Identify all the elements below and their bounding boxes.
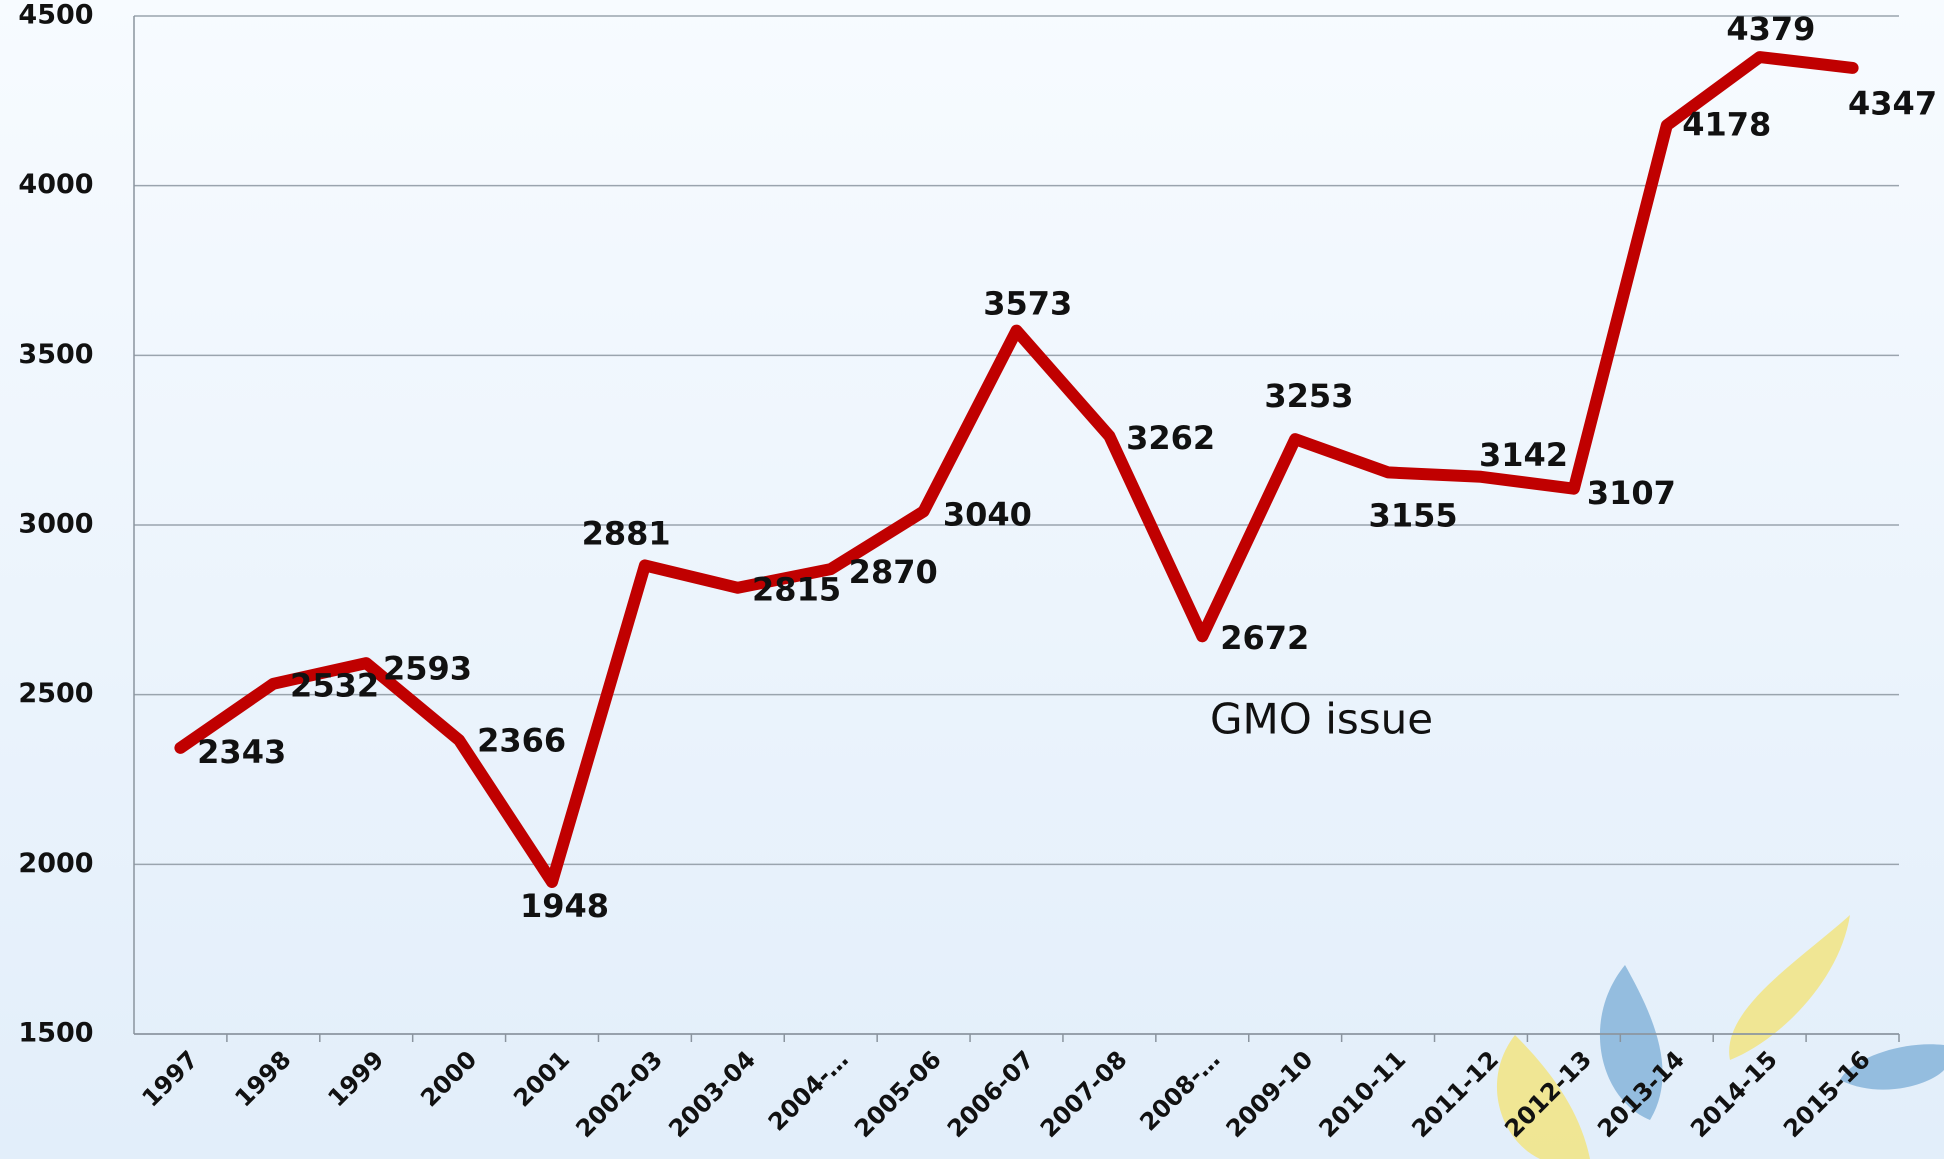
data-label: 3155 [1369, 496, 1458, 534]
data-label: 4347 [1848, 84, 1937, 122]
data-label: 3253 [1264, 377, 1353, 415]
data-label: 2366 [477, 722, 566, 760]
data-label: 4379 [1726, 10, 1815, 48]
y-tick-label: 2500 [18, 678, 93, 709]
data-label: 3262 [1126, 419, 1215, 457]
data-label: 2593 [383, 650, 472, 688]
data-label: 4178 [1682, 106, 1771, 144]
y-tick-label: 1500 [18, 1018, 93, 1049]
data-label: 3107 [1587, 474, 1676, 512]
y-tick-label: 3500 [18, 339, 93, 370]
data-label: 2532 [290, 667, 379, 705]
decoration [1729, 915, 1850, 1060]
decoration [1496, 1035, 1590, 1159]
data-label: 2815 [752, 571, 841, 609]
decoration [1840, 1044, 1944, 1090]
data-label: 2672 [1220, 619, 1309, 657]
decoration [1599, 965, 1663, 1120]
data-label: 1948 [520, 887, 609, 925]
y-tick-label: 4500 [18, 0, 93, 31]
y-tick-label: 3000 [18, 509, 93, 540]
data-label: 3040 [943, 495, 1032, 533]
data-label: 2343 [197, 733, 286, 771]
data-label: 3142 [1479, 436, 1568, 474]
y-tick-label: 2000 [18, 848, 93, 879]
data-line [174, 51, 1859, 888]
y-tick-label: 4000 [18, 169, 93, 200]
data-label: 2870 [849, 553, 938, 591]
annotation: GMO issue [1210, 695, 1433, 744]
data-label: 3573 [983, 285, 1072, 323]
data-label: 2881 [582, 514, 671, 552]
